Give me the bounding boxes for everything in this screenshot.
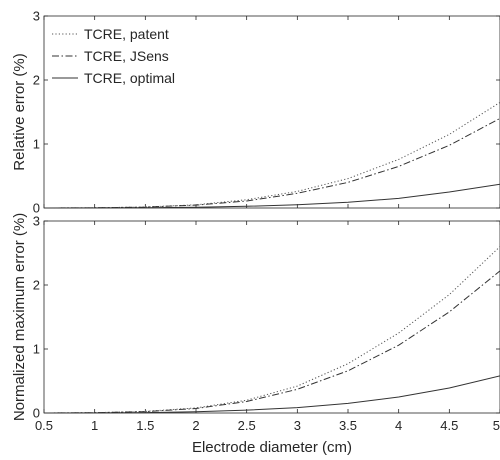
y-tick-label: 0 bbox=[33, 201, 40, 216]
x-tick-label: 0.5 bbox=[35, 418, 53, 433]
series-line-1 bbox=[43, 101, 500, 209]
y-tick-label: 2 bbox=[33, 278, 40, 293]
x-tick-label: 3.5 bbox=[339, 418, 357, 433]
x-tick-label: 4.5 bbox=[440, 418, 458, 433]
bottom-panel-lines bbox=[43, 246, 500, 414]
series-line-3 bbox=[43, 375, 500, 414]
x-tick-label: 1.5 bbox=[136, 418, 154, 433]
y-tick-label: 3 bbox=[33, 214, 40, 229]
series-line-2 bbox=[43, 270, 500, 414]
top-panel-ticks: 0 1 2 3 bbox=[33, 9, 500, 216]
y-tick-label: 2 bbox=[33, 73, 40, 88]
y-tick-label: 0 bbox=[33, 406, 40, 421]
legend-label: TCRE, patent bbox=[84, 26, 169, 42]
legend: TCRE, patent TCRE, JSens TCRE, optimal bbox=[52, 26, 175, 86]
top-panel-ylabel: Relative error (%) bbox=[11, 53, 28, 171]
x-axis-label: Electrode diameter (cm) bbox=[192, 439, 352, 456]
bottom-panel: 0 1 2 3 0.5 1 1.5 2 2.5 3 3.5 4 4.5 5 Normalized maxi… bbox=[11, 213, 500, 456]
x-tick-label: 4 bbox=[395, 418, 402, 433]
y-tick-label: 1 bbox=[33, 137, 40, 152]
legend-label: TCRE, optimal bbox=[84, 70, 175, 86]
top-panel-frame bbox=[43, 15, 500, 209]
legend-label: TCRE, JSens bbox=[84, 48, 169, 64]
bottom-panel-frame bbox=[43, 220, 500, 414]
x-tick-label: 5 bbox=[493, 418, 500, 433]
y-tick-label: 1 bbox=[33, 342, 40, 357]
x-tick-label: 2 bbox=[192, 418, 199, 433]
bottom-panel-ticks: 0 1 2 3 0.5 1 1.5 2 2.5 3 3.5 4 4.5 5 bbox=[33, 214, 500, 433]
top-panel: 0 1 2 3 TCRE, patent TCRE, JSens TCRE, optima… bbox=[11, 9, 500, 216]
x-tick-label: 3 bbox=[294, 418, 301, 433]
x-tick-label: 2.5 bbox=[238, 418, 256, 433]
y-tick-label: 3 bbox=[33, 9, 40, 24]
bottom-panel-ylabel: Normalized maximum error (%) bbox=[11, 213, 28, 421]
series-line-3 bbox=[43, 183, 500, 209]
x-tick-label: 1 bbox=[91, 418, 98, 433]
top-panel-lines bbox=[43, 101, 500, 209]
